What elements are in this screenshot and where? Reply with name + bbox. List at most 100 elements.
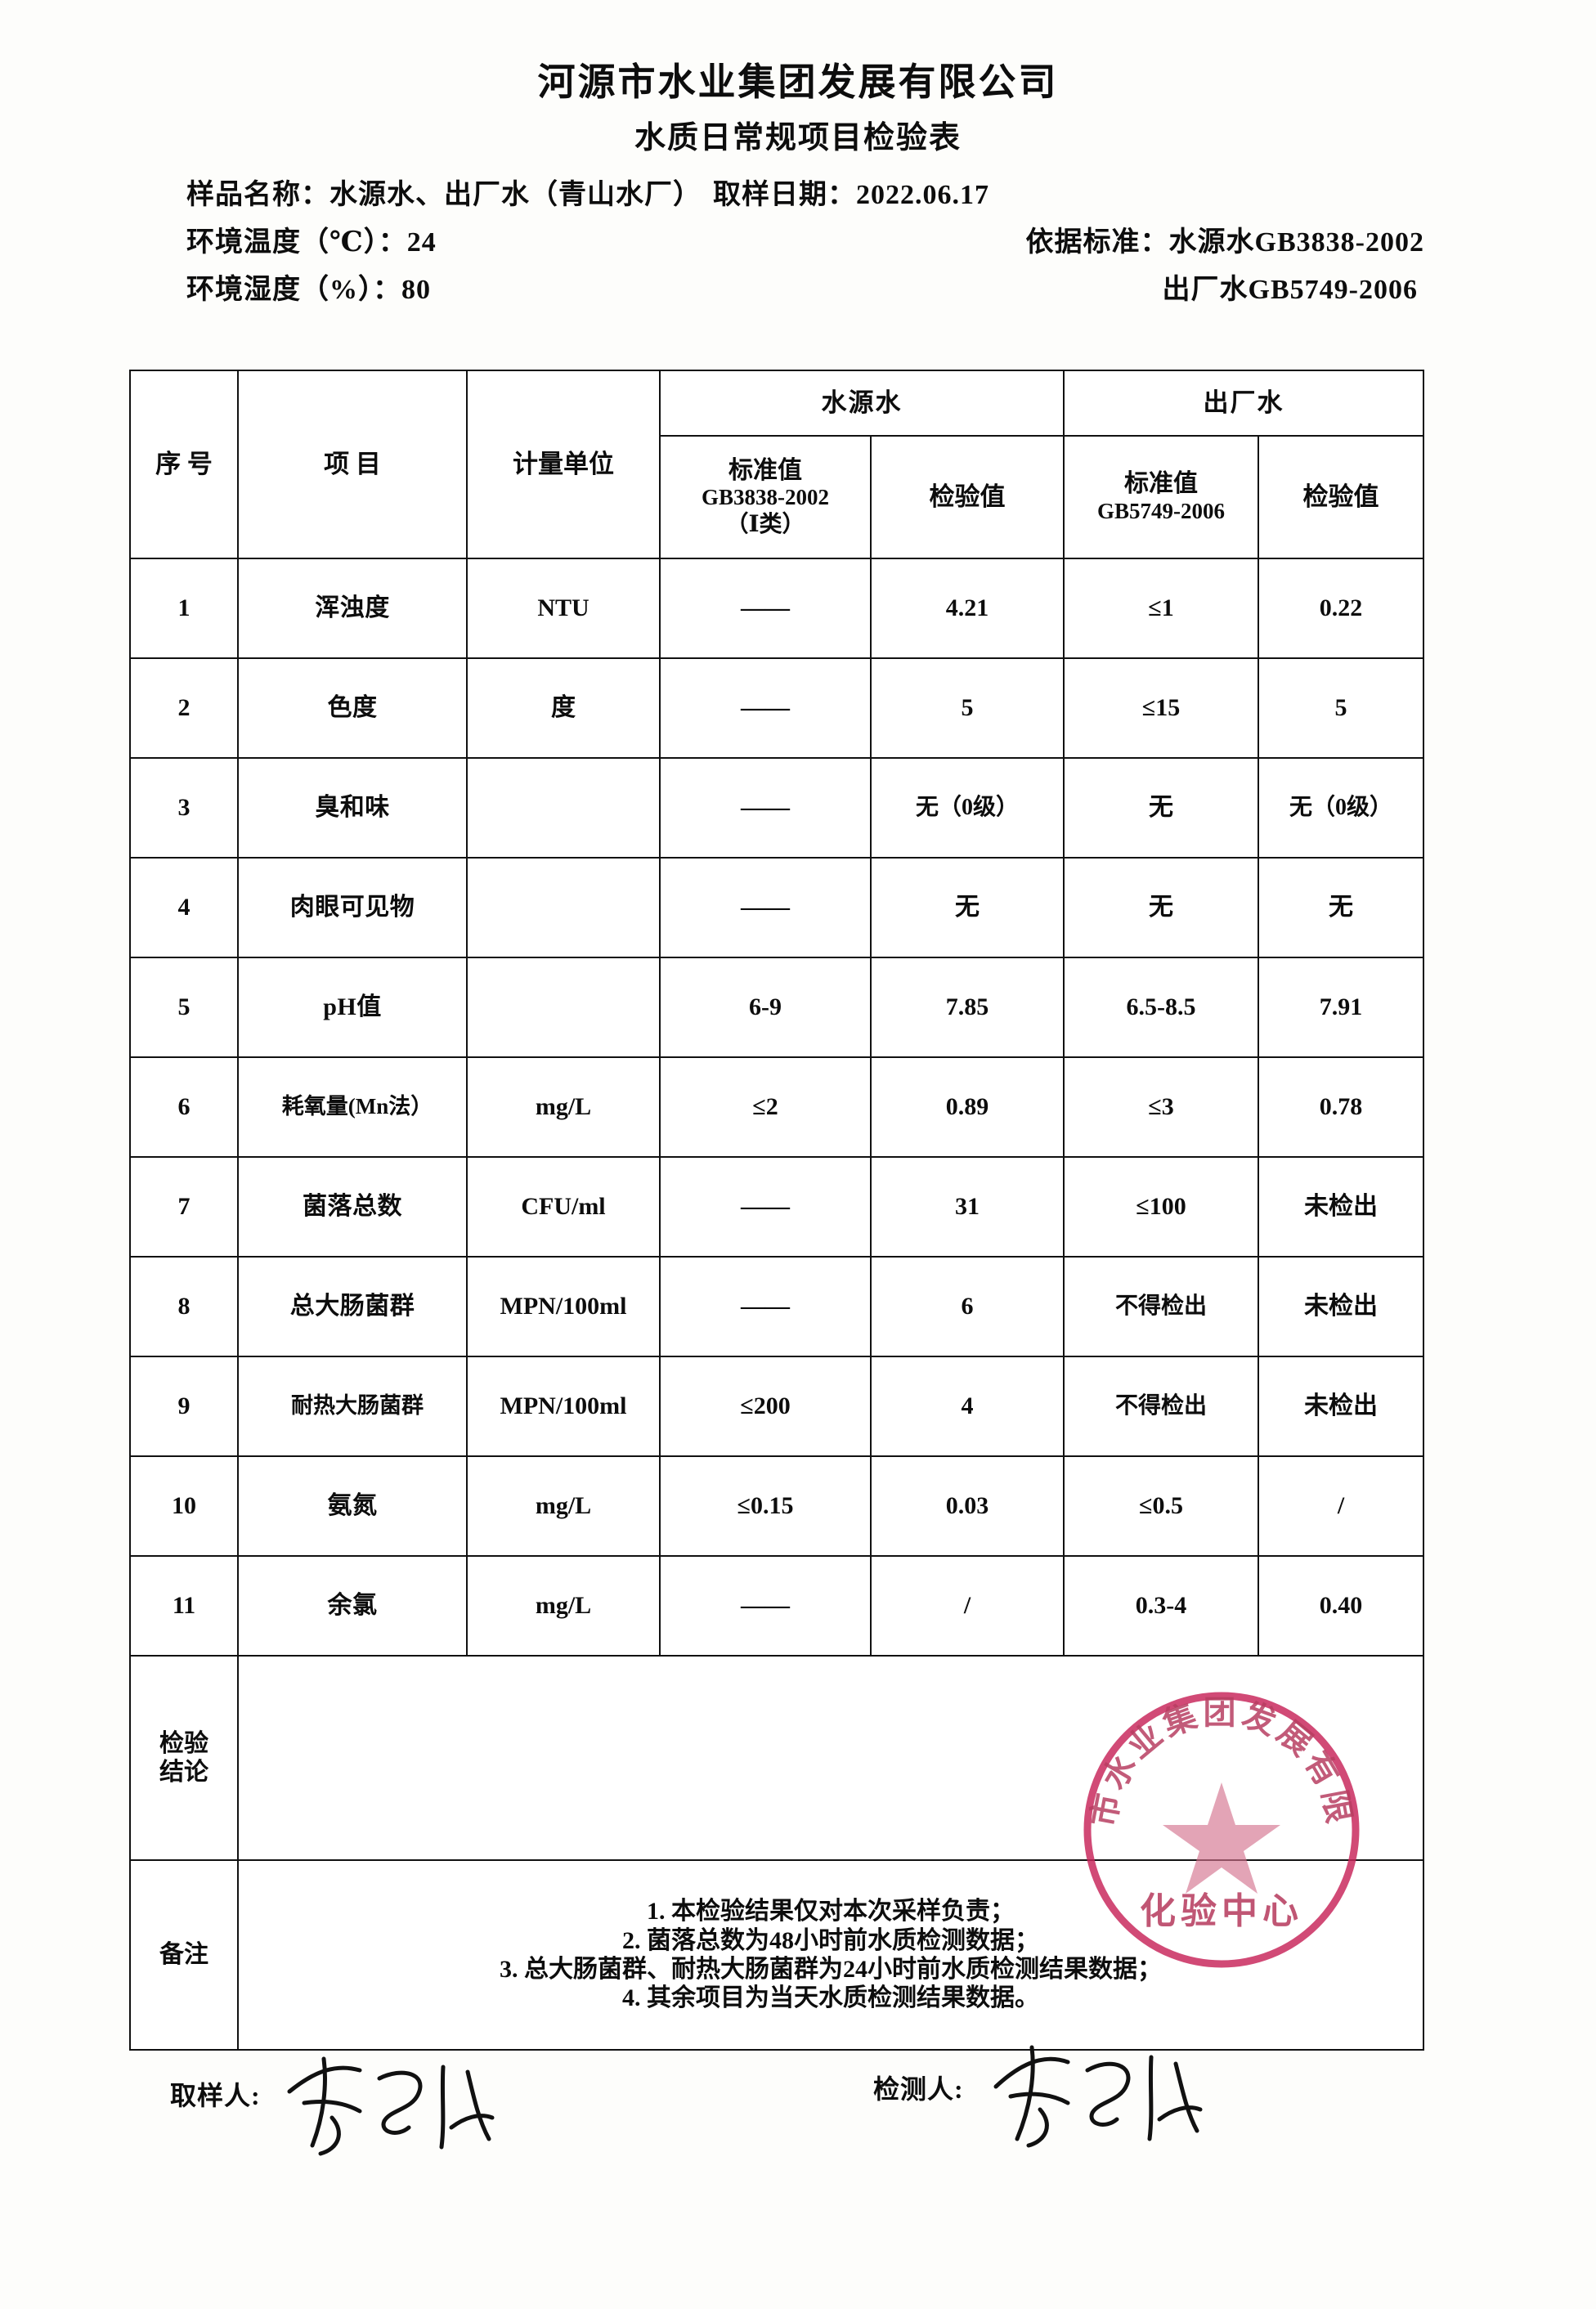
cell-no: 6 (129, 1056, 239, 1158)
sampling-date-label: 取样日期：2022.06.17 (713, 180, 989, 210)
conclusion-label: 检验 结论 (129, 1655, 239, 1861)
cell-source-val: / (870, 1555, 1065, 1657)
results-table-body: 1 浑浊度 NTU —— 4.21 ≤1 0.22 2 色度 度 —— 5 ≤1… (129, 558, 1424, 2051)
cell-no: 4 (129, 857, 239, 958)
cell-item: 氨氮 (237, 1455, 468, 1557)
cell-plant-val: 5 (1258, 657, 1424, 759)
cell-item: 余氯 (237, 1555, 468, 1657)
col-header-no: 序 号 (129, 370, 239, 559)
cell-plant-std: 不得检出 (1063, 1256, 1259, 1357)
cell-item: 肉眼可见物 (237, 857, 468, 958)
table-header-group-row: 序 号 项 目 计量单位 水源水 出厂水 (129, 370, 1424, 559)
remarks-body: 1. 本检验结果仅对本次采样负责； 2. 菌落总数为48小时前水质检测数据； 3… (237, 1859, 1424, 2051)
cell-no: 8 (129, 1256, 239, 1357)
results-table: 序 号 项 目 计量单位 水源水 出厂水 标准值 GB3838-2002 （Ⅰ类… (129, 370, 1424, 2051)
table-row: 1 浑浊度 NTU —— 4.21 ≤1 0.22 (129, 558, 1424, 659)
table-row: 2 色度 度 —— 5 ≤15 5 (129, 657, 1424, 759)
cell-unit (466, 857, 661, 958)
table-row: 4 肉眼可见物 —— 无 无 无 (129, 857, 1424, 958)
report-meta: 样品名称：水源水、出厂水（青山水厂） 取样日期：2022.06.17 环境温度（… (0, 182, 1596, 304)
source-standard-line1: 标准值 (729, 456, 802, 484)
tester-signature-ink (981, 2033, 1226, 2162)
cell-source-val: 7.85 (870, 957, 1065, 1058)
standard-basis-line2: 出厂水GB5749-2006 (1162, 275, 1418, 305)
cell-source-std: —— (659, 1555, 872, 1657)
cell-source-val: 6 (870, 1256, 1065, 1357)
conclusion-label-line2: 结论 (159, 1759, 208, 1786)
sampler-signature-ink (275, 2042, 520, 2172)
cell-plant-val: 未检出 (1258, 1156, 1424, 1258)
cell-plant-val: / (1258, 1455, 1424, 1557)
cell-plant-val: 0.22 (1258, 558, 1424, 659)
cell-no: 5 (129, 957, 239, 1058)
cell-no: 2 (129, 657, 239, 759)
cell-unit: mg/L (466, 1455, 661, 1557)
meta-row-humidity: 环境湿度（%）：80 出厂水GB5749-2006 (186, 276, 1424, 304)
cell-source-std: —— (659, 1156, 872, 1258)
source-standard-line3: （Ⅰ类） (725, 512, 805, 538)
table-row: 8 总大肠菌群 MPN/100ml —— 6 不得检出 未检出 (129, 1256, 1424, 1357)
cell-plant-val: 0.40 (1258, 1555, 1424, 1657)
cell-plant-val: 未检出 (1258, 1356, 1424, 1457)
cell-source-val: 4.21 (870, 558, 1065, 659)
cell-unit: MPN/100ml (466, 1356, 661, 1457)
cell-plant-std: ≤1 (1063, 558, 1259, 659)
cell-no: 11 (129, 1555, 239, 1657)
conclusion-value (237, 1655, 1424, 1861)
cell-plant-val: 0.78 (1258, 1056, 1424, 1158)
cell-item: pH值 (237, 957, 468, 1058)
cell-source-std: ≤0.15 (659, 1455, 872, 1557)
cell-source-val: 31 (870, 1156, 1065, 1258)
col-header-plant-standard: 标准值 GB5749-2006 (1063, 435, 1259, 559)
cell-no: 3 (129, 757, 239, 859)
group-header-source-water: 水源水 (659, 370, 1065, 437)
cell-item: 耗氧量(Mn法） (237, 1056, 468, 1158)
remark-line: 2. 菌落总数为48小时前水质检测数据； (622, 1926, 1039, 1954)
remark-line: 4. 其余项目为当天水质检测结果数据。 (622, 1984, 1039, 2012)
cell-source-val: 0.89 (870, 1056, 1065, 1158)
cell-source-val: 5 (870, 657, 1065, 759)
group-header-plant-water: 出厂水 (1063, 370, 1424, 437)
cell-item: 臭和味 (237, 757, 468, 859)
meta-row-temp: 环境温度（℃）：24 依据标准：水源水GB3838-2002 (186, 229, 1424, 257)
signature-row: 取样人: 检测人: (0, 2045, 1596, 2156)
cell-plant-std: 不得检出 (1063, 1356, 1259, 1457)
cell-source-std: 6-9 (659, 957, 872, 1058)
cell-plant-val: 无（0级） (1258, 757, 1424, 859)
col-header-source-value: 检验值 (870, 435, 1065, 559)
sampler-label: 取样人: (170, 2081, 261, 2110)
cell-item: 总大肠菌群 (237, 1256, 468, 1357)
cell-source-val: 4 (870, 1356, 1065, 1457)
cell-plant-std: 无 (1063, 857, 1259, 958)
col-header-unit: 计量单位 (466, 370, 661, 559)
col-header-source-standard: 标准值 GB3838-2002 （Ⅰ类） (659, 435, 872, 559)
cell-source-std: —— (659, 857, 872, 958)
ambient-temperature-label: 环境温度（℃）：24 (186, 227, 437, 258)
cell-plant-val: 7.91 (1258, 957, 1424, 1058)
table-row: 5 pH值 6-9 7.85 6.5-8.5 7.91 (129, 957, 1424, 1058)
conclusion-row: 检验 结论 (129, 1655, 1424, 1861)
table-row: 9 耐热大肠菌群 MPN/100ml ≤200 4 不得检出 未检出 (129, 1356, 1424, 1457)
report-title: 水质日常规项目检验表 (634, 121, 962, 155)
cell-plant-std: ≤15 (1063, 657, 1259, 759)
cell-source-std: ≤200 (659, 1356, 872, 1457)
cell-source-val: 0.03 (870, 1455, 1065, 1557)
cell-unit: NTU (466, 558, 661, 659)
cell-source-std: —— (659, 1256, 872, 1357)
cell-item: 菌落总数 (237, 1156, 468, 1258)
cell-no: 1 (129, 558, 239, 659)
table-row: 3 臭和味 —— 无（0级） 无 无（0级） (129, 757, 1424, 859)
cell-source-std: —— (659, 657, 872, 759)
cell-unit: MPN/100ml (466, 1256, 661, 1357)
cell-source-std: ≤2 (659, 1056, 872, 1158)
table-row: 11 余氯 mg/L —— / 0.3-4 0.40 (129, 1555, 1424, 1657)
col-header-plant-value: 检验值 (1258, 435, 1424, 559)
cell-plant-val: 无 (1258, 857, 1424, 958)
cell-plant-std: 0.3-4 (1063, 1555, 1259, 1657)
conclusion-label-line1: 检验 (159, 1729, 208, 1757)
remarks-label: 备注 (129, 1859, 239, 2051)
cell-no: 9 (129, 1356, 239, 1457)
table-row: 10 氨氮 mg/L ≤0.15 0.03 ≤0.5 / (129, 1455, 1424, 1557)
cell-plant-std: 无 (1063, 757, 1259, 859)
